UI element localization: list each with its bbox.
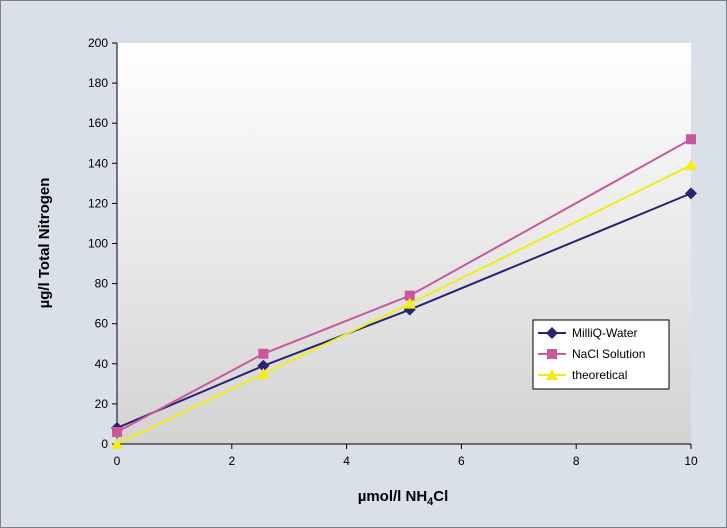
data-point (685, 187, 697, 200)
y-axis-title: µg/l Total Nitrogen (36, 178, 53, 309)
data-point (686, 134, 696, 145)
legend-swatch-marker (546, 369, 558, 380)
data-point (257, 359, 270, 372)
data-point (112, 426, 122, 437)
y-tick-label: 40 (95, 357, 109, 371)
legend: MilliQ-Water NaCl Solution theoretical (532, 319, 670, 390)
y-tick-label: 200 (88, 36, 108, 50)
data-point (685, 159, 697, 171)
y-tick-label: 100 (88, 237, 108, 251)
y-tick-label: 20 (95, 397, 109, 411)
legend-label: NaCl Solution (572, 347, 645, 361)
x-tick-label: 2 (228, 454, 235, 468)
y-tick-label: 0 (101, 437, 108, 451)
x-tick-label: 10 (684, 454, 698, 468)
y-tick-label: 80 (95, 277, 109, 291)
y-axis-ticks: 0 20 40 60 80 100 120 140 160 180 200 (88, 36, 117, 451)
x-tick-label: 6 (458, 454, 465, 468)
data-point (258, 348, 269, 359)
legend-label: theoretical (572, 368, 627, 382)
series-1 (112, 134, 696, 437)
data-point (403, 297, 416, 309)
legend-label: MilliQ-Water (572, 326, 638, 340)
legend-item: MilliQ-Water (538, 326, 638, 340)
x-tick-label: 4 (343, 454, 350, 468)
y-tick-label: 120 (88, 196, 108, 210)
x-axis-title: µmol/l NH4Cl (358, 488, 449, 508)
x-tick-label: 8 (573, 454, 580, 468)
y-tick-label: 160 (88, 116, 108, 130)
y-tick-label: 140 (88, 156, 108, 170)
x-axis-title-main: µmol/l NH (358, 488, 427, 505)
legend-swatch-marker (546, 327, 558, 339)
x-axis-title-suffix: Cl (433, 488, 448, 505)
data-point (257, 367, 270, 379)
x-tick-label: 0 (114, 454, 121, 468)
x-axis-title-subscript: 4 (427, 496, 434, 508)
series-line (116, 164, 692, 445)
y-tick-label: 60 (95, 317, 109, 331)
x-axis-ticks: 0 2 4 6 8 10 (114, 444, 698, 468)
y-tick-label: 180 (88, 76, 108, 90)
legend-item: NaCl Solution (538, 347, 645, 361)
legend-swatch-marker (547, 349, 557, 359)
data-point (404, 290, 415, 301)
series-layer (111, 134, 697, 449)
data-point (111, 438, 123, 449)
series-2 (111, 159, 697, 449)
legend-item: theoretical (538, 368, 627, 382)
series-line (116, 138, 692, 433)
